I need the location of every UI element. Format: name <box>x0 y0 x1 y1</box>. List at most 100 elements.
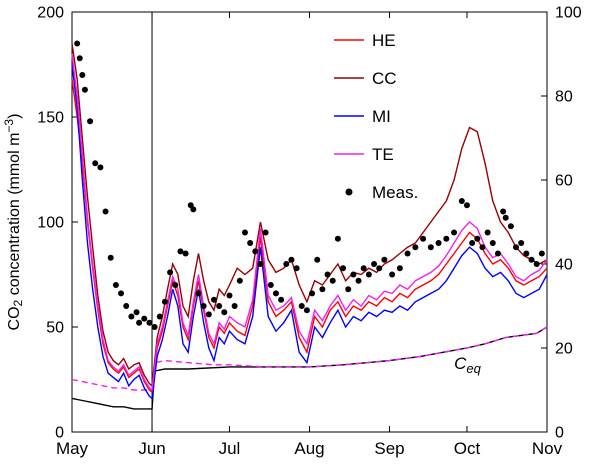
measurement-dot <box>474 235 481 242</box>
measurement-dot <box>463 202 470 209</box>
legend-label-Meas.: Meas. <box>372 183 418 202</box>
legend: HE CC MI TE Meas. <box>334 31 418 202</box>
measurement-dot <box>128 313 135 320</box>
measurement-dot <box>141 315 148 322</box>
measurement-dot <box>226 292 233 299</box>
measurement-dot <box>365 271 372 278</box>
y-left-tick-label: 150 <box>37 110 64 127</box>
measurement-dot <box>381 256 388 263</box>
x-tick-label: Sep <box>374 439 404 458</box>
measurement-dot <box>293 265 300 272</box>
measurement-dot <box>489 240 496 246</box>
measurement-dot <box>324 271 331 278</box>
y-right-tick-label: 20 <box>555 341 573 358</box>
y-right-tick-label: 40 <box>555 257 573 274</box>
measurement-dot <box>469 240 476 246</box>
measurement-dot <box>156 313 163 320</box>
measurement-dot <box>241 229 248 236</box>
measurement-dot <box>92 160 99 167</box>
measurement-dot <box>420 235 427 242</box>
measurement-dot <box>443 235 450 242</box>
measurement-dot <box>136 319 143 326</box>
measurement-dot <box>190 206 197 213</box>
y-right-tick-label: 0 <box>555 425 564 442</box>
x-tick-label: Jun <box>138 439 165 458</box>
x-tick-label: Oct <box>454 439 481 458</box>
measurement-dot <box>360 265 367 272</box>
measurement-dot <box>507 223 514 230</box>
measurement-dot <box>267 282 274 288</box>
measurement-dot <box>371 261 378 267</box>
measurement-dot <box>502 214 509 221</box>
measurement-dot <box>345 286 352 293</box>
y-right-tick-label: 80 <box>555 89 573 106</box>
measurement-dot <box>107 254 114 261</box>
measurement-dot <box>479 244 486 251</box>
measurement-dot <box>396 265 403 272</box>
x-tick-label: Jul <box>219 439 241 458</box>
measurement-dot <box>523 250 530 257</box>
x-tick-label: May <box>56 439 89 458</box>
measurement-dot <box>272 290 279 297</box>
measurement-dot <box>518 240 525 246</box>
series-MI-line <box>71 64 548 400</box>
measurement-dot <box>350 271 357 278</box>
measurement-dot <box>257 261 264 267</box>
measurement-dot <box>210 296 217 303</box>
ceq-annotation: Ceq <box>454 354 482 376</box>
measurement-dot <box>262 229 269 236</box>
legend-label-HE: HE <box>372 31 396 50</box>
measurement-dot <box>200 303 207 309</box>
measurement-dot <box>172 282 179 288</box>
measurement-dot <box>376 265 383 272</box>
measurement-dot <box>533 261 540 267</box>
measurement-dot <box>513 244 520 251</box>
measurement-dot <box>97 164 104 171</box>
measurement-dot <box>340 265 347 272</box>
measurement-dot <box>303 307 310 314</box>
measurement-dot <box>123 303 130 309</box>
y-left-tick-label: 100 <box>37 215 64 232</box>
measurement-dot <box>216 303 223 309</box>
measurement-dot <box>87 118 94 125</box>
measurement-dot <box>500 208 507 215</box>
measurement-dot <box>205 311 212 318</box>
measurement-dot <box>133 309 140 316</box>
measurement-dot <box>146 319 153 326</box>
measurement-dot <box>195 290 202 297</box>
measurement-dot <box>118 290 125 297</box>
measurement-dot <box>102 208 109 215</box>
measurement-dot <box>288 256 295 263</box>
series-HE-line <box>71 79 548 394</box>
y-axis-label: CO2 concentration (mmol m−3) <box>2 114 25 331</box>
series-CC-line <box>71 43 548 388</box>
measurement-dot <box>309 290 316 297</box>
measurement-dot <box>151 324 158 330</box>
legend-sample-Meas. <box>345 188 353 196</box>
measurement-dot <box>247 240 254 246</box>
measurement-dot <box>355 277 362 284</box>
x-tick-label: Nov <box>532 439 563 458</box>
legend-label-MI: MI <box>372 107 391 126</box>
measurement-dot <box>451 229 458 236</box>
measurement-dot <box>231 303 238 309</box>
measurement-dot <box>404 250 411 257</box>
measurement-dot <box>177 248 184 255</box>
y-left-tick-label: 0 <box>55 425 64 442</box>
series-TE-line <box>71 53 548 392</box>
legend-label-TE: TE <box>372 145 394 164</box>
measurement-dot <box>334 235 341 242</box>
ceq-line-dashed <box>71 326 548 391</box>
measurement-dot <box>329 277 336 284</box>
measurement-dot <box>76 55 83 62</box>
measurement-dot <box>538 250 545 257</box>
measurement-dot <box>161 298 168 305</box>
x-tick-label: Aug <box>294 439 324 458</box>
measurement-dot <box>427 244 434 251</box>
measurement-dot <box>182 250 189 257</box>
measurement-dot <box>389 271 396 278</box>
y-left-tick-label: 50 <box>46 320 64 337</box>
measurement-dot <box>283 261 290 267</box>
